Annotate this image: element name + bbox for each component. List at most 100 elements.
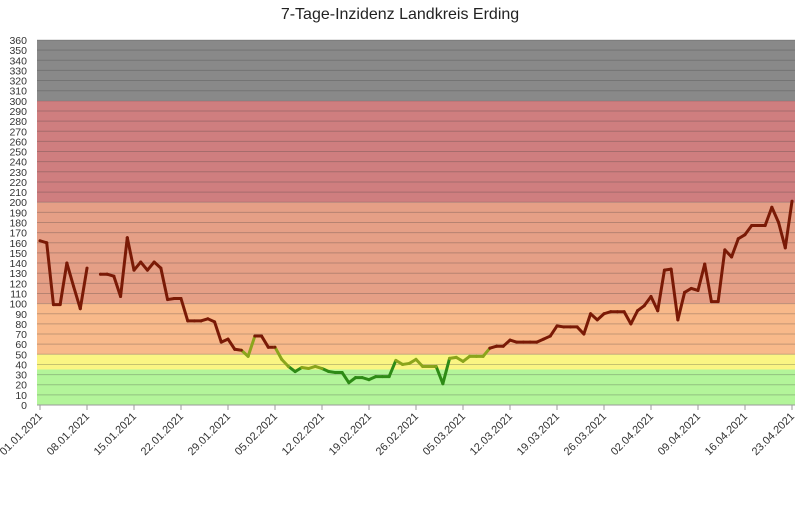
data-point — [636, 309, 639, 313]
data-point — [360, 376, 364, 380]
y-tick-label: 340 — [9, 55, 27, 67]
data-point — [85, 266, 89, 270]
x-tick-label: 05.03.2021 — [421, 411, 468, 458]
data-point — [125, 236, 129, 240]
data-point — [374, 375, 378, 379]
data-point — [260, 334, 263, 338]
line-segment — [280, 357, 290, 368]
data-point — [387, 375, 391, 379]
y-tick-label: 170 — [9, 228, 27, 240]
data-point — [777, 221, 780, 224]
x-tick-label: 01.01.2021 — [0, 411, 45, 458]
data-point — [522, 340, 525, 344]
data-point — [313, 365, 317, 368]
data-point — [770, 205, 774, 209]
data-point — [763, 224, 767, 227]
line-segment — [743, 224, 754, 237]
data-point — [542, 337, 545, 341]
data-point — [186, 319, 190, 323]
line-segment — [582, 312, 593, 336]
line-segment — [703, 262, 713, 304]
x-tick-label: 15.01.2021 — [92, 411, 139, 458]
x-tick-label: 26.02.2021 — [374, 411, 421, 458]
line-segment — [763, 205, 774, 228]
x-tick-label: 29.01.2021 — [186, 411, 233, 458]
line-segment — [441, 356, 452, 386]
data-point — [334, 371, 337, 374]
data-point — [213, 320, 216, 324]
line-segment — [642, 295, 653, 308]
data-point — [58, 303, 62, 307]
y-tick-label: 160 — [9, 238, 27, 250]
data-point — [515, 340, 519, 344]
data-point — [407, 362, 411, 365]
line-segment — [676, 290, 687, 322]
x-tick-label: 23.04.2021 — [750, 411, 797, 458]
data-point — [293, 370, 297, 373]
x-tick-label: 26.03.2021 — [562, 411, 609, 458]
line-segment — [777, 221, 787, 250]
y-tick-label: 190 — [9, 207, 27, 219]
band-2 — [37, 303, 795, 355]
line-segment — [548, 324, 559, 338]
data-point — [501, 344, 505, 348]
band-5 — [37, 40, 795, 101]
data-point — [253, 334, 257, 338]
data-point — [287, 365, 290, 368]
data-point — [401, 363, 404, 366]
data-point — [783, 246, 787, 250]
data-point — [481, 354, 485, 358]
data-point — [327, 370, 331, 373]
data-point — [595, 318, 599, 322]
data-point — [193, 319, 196, 323]
background-bands — [37, 40, 795, 405]
data-point — [535, 340, 539, 344]
y-tick-label: 310 — [9, 86, 27, 98]
data-point — [622, 310, 626, 314]
data-point — [179, 297, 183, 300]
data-point — [199, 319, 203, 323]
data-point — [730, 255, 733, 259]
line-segment — [629, 309, 640, 326]
y-tick-label: 60 — [15, 339, 27, 351]
data-point — [649, 295, 653, 298]
line-segment — [132, 260, 143, 272]
data-point — [575, 325, 579, 329]
data-point — [300, 366, 304, 369]
data-point — [609, 310, 613, 314]
line-segment — [152, 260, 163, 270]
line-segment — [434, 364, 445, 386]
data-point — [307, 367, 310, 370]
data-point — [488, 346, 492, 350]
data-point — [119, 295, 122, 298]
line-segment — [387, 358, 398, 379]
line-segment — [716, 248, 727, 304]
data-point — [45, 241, 49, 245]
data-point — [394, 358, 398, 362]
data-point — [226, 337, 230, 341]
x-tick-label: 12.03.2021 — [468, 411, 515, 458]
y-tick-label: 30 — [15, 370, 27, 382]
line-segment — [656, 268, 666, 313]
data-point — [441, 382, 445, 386]
data-point — [642, 304, 646, 308]
data-point — [52, 303, 55, 307]
data-point — [219, 340, 223, 344]
x-tick-label: 22.01.2021 — [139, 411, 186, 458]
line-segment — [213, 320, 223, 344]
line-segment — [78, 266, 89, 311]
data-point — [723, 248, 727, 252]
line-segment — [595, 312, 606, 322]
data-point — [448, 356, 451, 360]
data-point — [555, 324, 559, 328]
y-tick-label: 260 — [9, 136, 27, 148]
x-tick-label: 05.02.2021 — [233, 411, 280, 458]
y-tick-label: 360 — [9, 35, 27, 47]
x-tick-label: 19.03.2021 — [515, 411, 562, 458]
data-point — [146, 268, 149, 272]
data-point — [716, 300, 720, 303]
line-segment — [589, 312, 599, 322]
y-tick-label: 70 — [15, 329, 27, 341]
data-point — [206, 317, 210, 321]
data-point — [246, 354, 250, 358]
